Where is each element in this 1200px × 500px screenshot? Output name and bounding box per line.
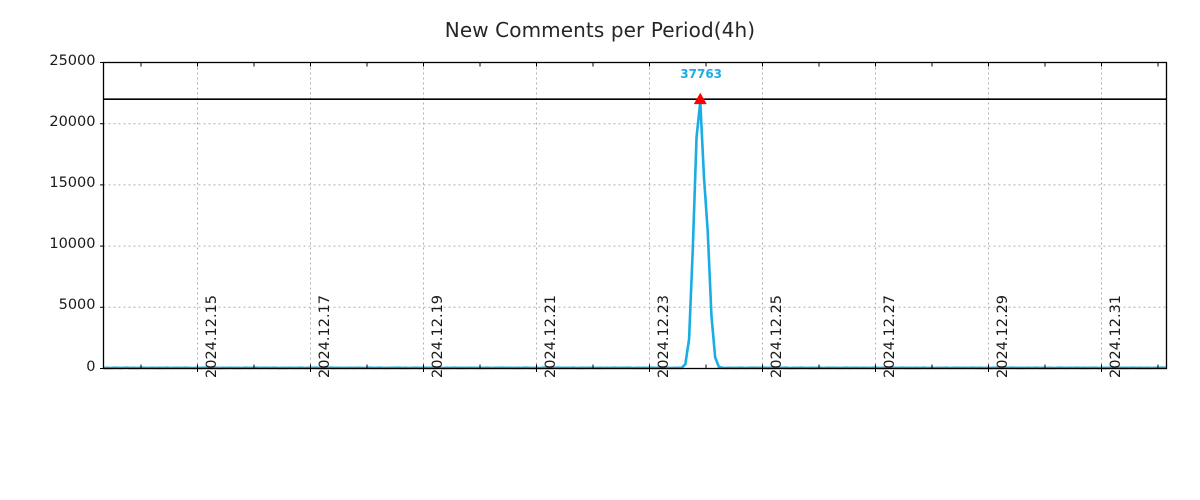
x-tick-label: 2024.12.19 bbox=[430, 294, 446, 378]
x-tick-label: 2024.12.29 bbox=[995, 294, 1011, 378]
x-tick-label: 2024.12.21 bbox=[543, 294, 559, 378]
x-tick-label: 2024.12.15 bbox=[204, 294, 220, 378]
chart-title: New Comments per Period(4h) bbox=[444, 18, 756, 42]
y-tick-label: 20000 bbox=[49, 113, 96, 130]
gridlines bbox=[103, 62, 1167, 369]
x-tick-label: 2024.12.25 bbox=[769, 294, 785, 378]
x-tick-label: 2024.12.23 bbox=[656, 294, 672, 378]
y-tick-label: 5000 bbox=[58, 297, 96, 314]
peak-value-label: 37763 bbox=[680, 67, 723, 82]
axes-frame bbox=[102, 61, 1168, 370]
x-tick-label: 2024.12.27 bbox=[882, 294, 898, 378]
y-tick-label: 0 bbox=[86, 358, 96, 375]
peak-marker bbox=[693, 92, 707, 105]
x-tick-label: 2024.12.17 bbox=[317, 294, 333, 378]
y-tick-label: 10000 bbox=[49, 236, 96, 253]
y-tick-label: 25000 bbox=[49, 52, 96, 69]
x-tick-label: 2024.12.31 bbox=[1108, 294, 1124, 378]
y-tick-label: 15000 bbox=[49, 174, 96, 191]
